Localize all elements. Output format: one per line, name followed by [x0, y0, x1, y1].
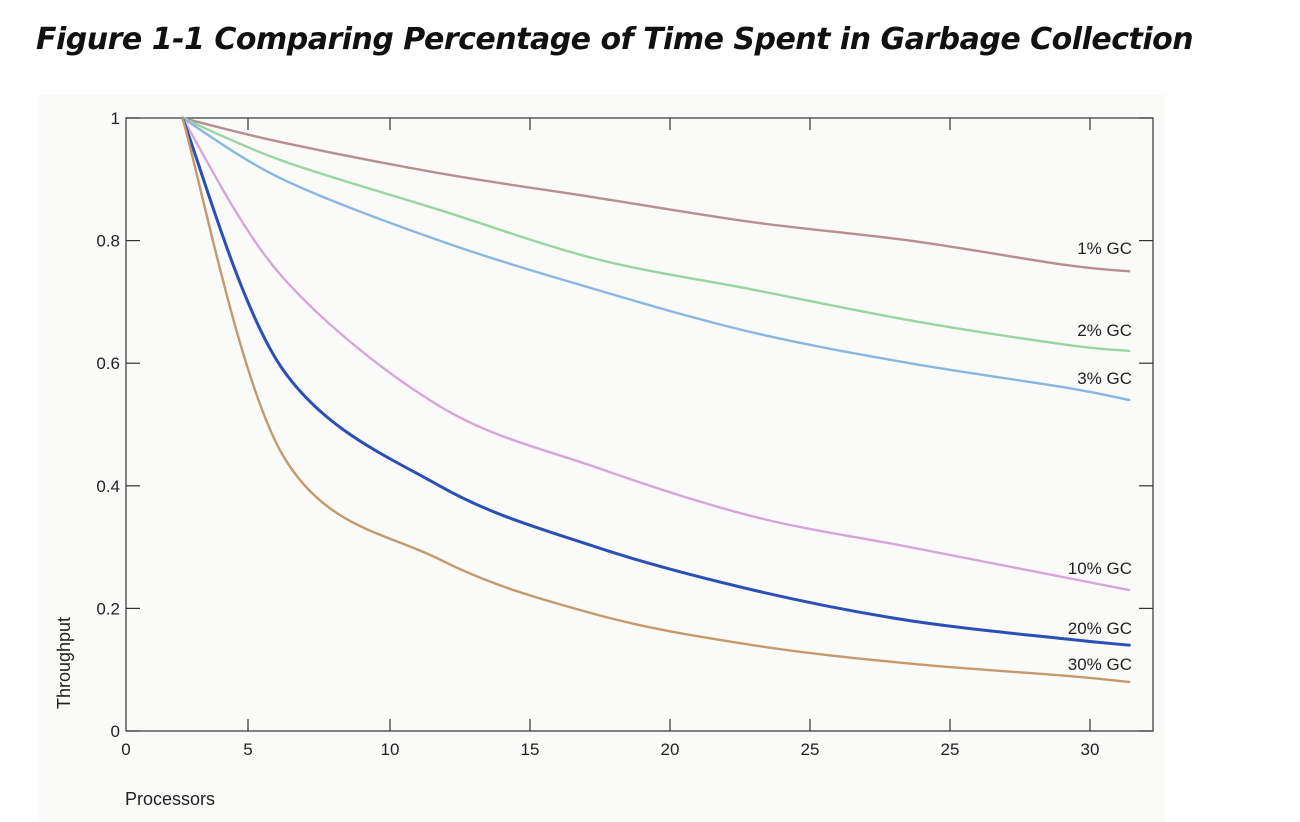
x-tick-label: 15 — [521, 740, 540, 759]
series-line-2pct-gc — [181, 116, 1131, 353]
y-tick-label: 0.6 — [96, 354, 120, 373]
plot-panel: 0 5 10 15 20 25 25 30 0 0.2 0.4 0.6 0.8 1 Processors Th… — [38, 95, 1166, 822]
series-label-30pct-gc: 30% GC — [1068, 655, 1132, 674]
figure-title: Figure 1-1 Comparing Percentage of Time … — [36, 22, 1194, 57]
y-tick-label: 0.2 — [96, 599, 120, 618]
series-line-1pct-gc — [181, 116, 1131, 273]
series-label-3pct-gc: 3% GC — [1077, 369, 1132, 388]
throughput-chart: 0 5 10 15 20 25 25 30 0 0.2 0.4 0.6 0.8 1 Processors Th… — [54, 109, 1154, 809]
series-line-3pct-gc — [181, 116, 1131, 402]
y-tick-label: 1 — [111, 109, 120, 128]
x-tick-label: 25 — [941, 740, 960, 759]
series-line-20pct-gc — [180, 116, 1131, 647]
series-label-2pct-gc: 2% GC — [1077, 321, 1132, 340]
x-tick-label: 30 — [1081, 740, 1100, 759]
x-tick-label: 25 — [801, 740, 820, 759]
series-line-30pct-gc — [181, 116, 1131, 684]
series-label-20pct-gc: 20% GC — [1068, 619, 1132, 638]
plot-frame — [125, 117, 1154, 732]
y-tick-label: 0.4 — [96, 477, 120, 496]
x-tick-label: 0 — [121, 740, 130, 759]
x-tick-label: 20 — [661, 740, 680, 759]
y-tick-label: 0 — [111, 722, 120, 741]
y-axis-label: Throughput — [54, 617, 74, 709]
series-line-10pct-gc — [181, 116, 1131, 592]
x-tick-label: 5 — [243, 740, 252, 759]
y-tick-label: 0.8 — [96, 232, 120, 251]
series-label-1pct-gc: 1% GC — [1077, 239, 1132, 258]
x-tick-label: 10 — [381, 740, 400, 759]
x-axis-label: Processors — [125, 789, 215, 809]
series-label-10pct-gc: 10% GC — [1068, 559, 1132, 578]
